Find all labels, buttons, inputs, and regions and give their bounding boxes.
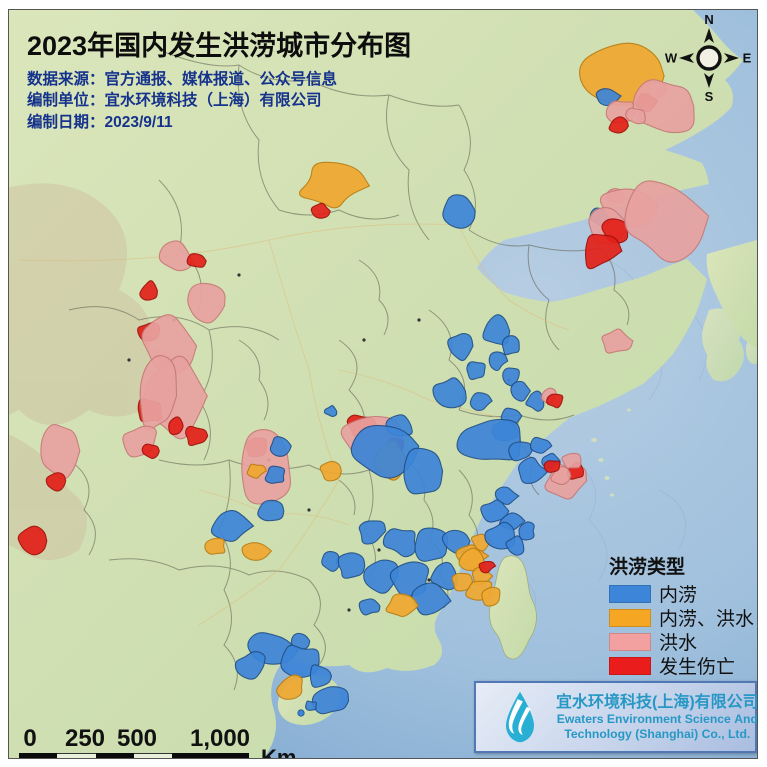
svg-text:N: N (704, 12, 713, 27)
svg-text:W: W (665, 51, 678, 66)
svg-text:S: S (705, 89, 714, 104)
svg-text:E: E (743, 51, 752, 66)
